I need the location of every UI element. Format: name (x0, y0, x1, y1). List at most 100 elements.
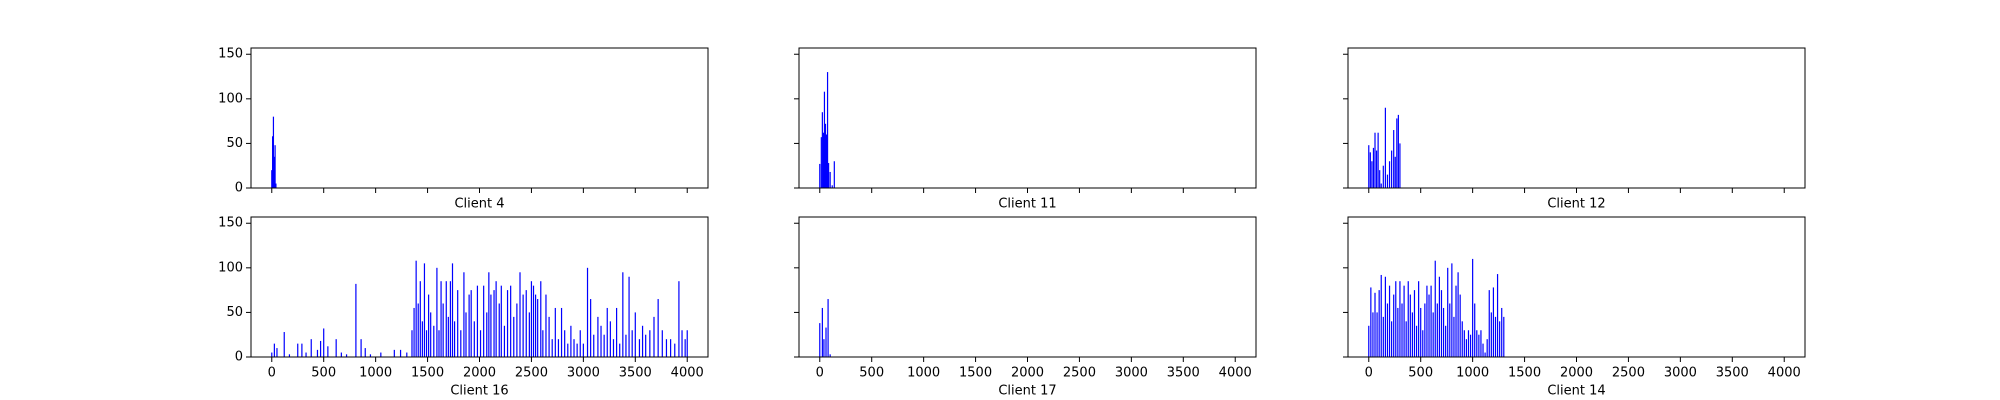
bar (1447, 267, 1449, 357)
bar (1372, 312, 1374, 357)
bar (1396, 118, 1398, 188)
bar (1370, 287, 1372, 357)
bar (1422, 330, 1424, 357)
x-tick-label: 0 (816, 366, 824, 381)
x-axis-label: Client 11 (998, 197, 1056, 212)
x-tick-label: 2000 (463, 366, 496, 381)
bar (1496, 274, 1499, 357)
bar (824, 123, 827, 188)
bar (483, 285, 485, 357)
bar (1418, 281, 1420, 357)
bar (1377, 132, 1379, 188)
bar (573, 339, 575, 357)
bar (345, 354, 348, 357)
bar (1469, 334, 1472, 357)
y-tick-label: 100 (218, 260, 243, 275)
bar (586, 267, 589, 357)
bar (445, 281, 447, 357)
bar (510, 285, 512, 357)
bar (1384, 107, 1386, 188)
bar (297, 343, 299, 357)
bar (545, 294, 547, 357)
bar (516, 303, 518, 357)
bar (649, 330, 651, 357)
bar (1397, 114, 1399, 188)
x-tick-label: 2000 (1011, 366, 1044, 381)
y-tick-label: 50 (226, 136, 243, 151)
bar (1393, 294, 1395, 357)
bar (486, 312, 488, 357)
bar (479, 330, 482, 357)
bar (301, 343, 303, 357)
bar (1440, 290, 1443, 357)
bar (411, 330, 413, 357)
bar (272, 116, 275, 188)
bar (530, 281, 533, 357)
bar (582, 343, 584, 357)
bar (430, 312, 432, 357)
y-tick-label: 100 (218, 91, 243, 106)
bar (415, 260, 417, 357)
bar (1382, 165, 1384, 188)
y-tick-label: 150 (218, 216, 243, 231)
bar (1457, 272, 1459, 357)
bar (1395, 281, 1397, 357)
bar (1436, 303, 1438, 357)
bar (380, 352, 382, 357)
bar (622, 272, 624, 357)
bar (638, 339, 641, 357)
bar (506, 290, 509, 357)
bar (364, 348, 366, 357)
bar (828, 163, 830, 188)
bar (657, 299, 659, 357)
bar (825, 327, 827, 357)
bar (822, 132, 825, 188)
bar (288, 354, 291, 357)
axes-frame (1347, 47, 1806, 189)
bar (1378, 290, 1380, 357)
axes-frame (798, 47, 1257, 189)
x-tick-label: 2000 (1560, 366, 1593, 381)
bar (316, 349, 319, 357)
x-tick-label: 4000 (1219, 366, 1252, 381)
x-tick-label: 1500 (959, 366, 992, 381)
bar (1465, 339, 1468, 357)
bar (1403, 285, 1405, 357)
bar (360, 339, 362, 357)
x-tick-label: 2500 (1063, 366, 1096, 381)
bar (440, 281, 442, 357)
axes-frame (250, 47, 709, 189)
x-tick-label: 3000 (567, 366, 600, 381)
bar (271, 170, 273, 188)
bar (829, 354, 831, 357)
bar (1420, 307, 1422, 357)
bar (468, 294, 470, 357)
y-tick-label: 0 (235, 181, 243, 196)
bar (831, 185, 833, 188)
bar (423, 263, 426, 357)
x-tick-label: 3000 (1664, 366, 1697, 381)
x-tick-label: 1000 (1456, 366, 1489, 381)
bar (355, 283, 357, 357)
bar (821, 112, 823, 188)
bar (1490, 312, 1492, 357)
bar (1368, 325, 1370, 357)
bar (590, 299, 592, 357)
bar (560, 307, 563, 357)
bar (1372, 147, 1375, 188)
bar (819, 163, 821, 188)
bar (576, 343, 578, 357)
bar (310, 339, 312, 357)
bar (1503, 316, 1505, 357)
bar (1453, 316, 1455, 357)
bar (1382, 316, 1384, 357)
bar (436, 267, 438, 357)
bar (1394, 156, 1396, 188)
x-axis-label: Client 16 (450, 384, 508, 399)
bar (628, 276, 630, 357)
x-tick-label: 3500 (1167, 366, 1200, 381)
x-tick-label: 500 (859, 366, 884, 381)
bar (1399, 281, 1401, 357)
bar (1478, 334, 1480, 357)
